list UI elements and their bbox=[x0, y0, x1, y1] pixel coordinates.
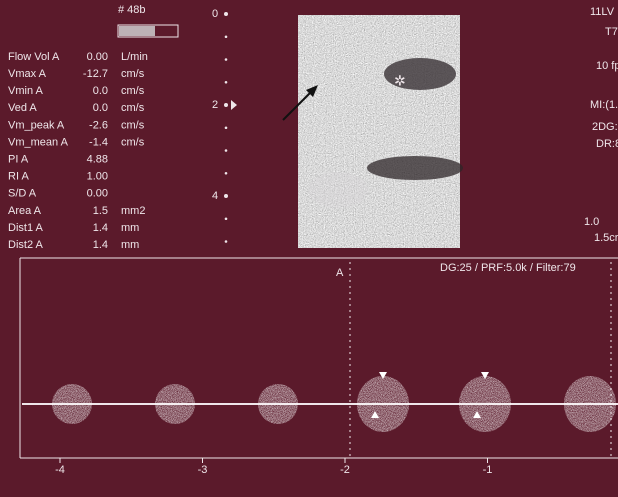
bright-area bbox=[308, 172, 368, 208]
measure-unit: cm/s bbox=[121, 119, 145, 131]
measure-unit: mm2 bbox=[121, 205, 145, 217]
measure-label: Vmax A bbox=[8, 68, 47, 80]
setting-label: 11LV bbox=[590, 6, 615, 18]
b-mode-image: ✲ bbox=[283, 15, 463, 248]
image-id: # 48b bbox=[118, 4, 146, 16]
measure-value: 0.0 bbox=[93, 102, 108, 114]
measure-value: 4.88 bbox=[87, 154, 108, 166]
depth-tick bbox=[225, 35, 228, 38]
measure-value: -1.4 bbox=[89, 136, 108, 148]
depth-tick bbox=[225, 104, 228, 107]
measure-label: S/D A bbox=[8, 188, 37, 200]
spectral-burst bbox=[357, 376, 409, 432]
time-label: -4 bbox=[55, 464, 65, 476]
measure-value: 0.00 bbox=[87, 51, 108, 63]
measure-unit: cm/s bbox=[121, 136, 145, 148]
gain-fill bbox=[119, 26, 155, 36]
spectral-burst bbox=[258, 384, 298, 424]
measure-value: 1.4 bbox=[93, 222, 108, 234]
measure-unit: mm bbox=[121, 239, 139, 251]
page: { "header": {"id": "# 48b"}, "measuremen… bbox=[0, 0, 618, 497]
doppler-settings: DG:25 / PRF:5.0k / Filter:79 bbox=[440, 262, 576, 274]
setting-label: 1.5cr bbox=[594, 232, 618, 244]
measure-label: Ved A bbox=[8, 102, 37, 114]
setting-label: DR:8 bbox=[596, 138, 618, 150]
ultrasound-screen: ✲ # 48b Flow Vol A0.00L/minVmax A-12.7cm… bbox=[0, 0, 618, 497]
setting-label: 2DG:8 bbox=[592, 121, 618, 133]
depth-label: 4 bbox=[212, 190, 218, 202]
depth-tick bbox=[225, 13, 228, 16]
depth-tick bbox=[225, 58, 228, 61]
setting-label: MI:(1. bbox=[590, 99, 618, 111]
speckle-field bbox=[298, 15, 460, 248]
setting-label: 1.0 bbox=[584, 216, 599, 228]
setting-label: 10 fp bbox=[596, 60, 618, 72]
measure-label: RI A bbox=[8, 171, 29, 183]
measure-unit: mm bbox=[121, 222, 139, 234]
depth-tick bbox=[225, 149, 228, 152]
depth-tick bbox=[225, 126, 228, 129]
depth-tick bbox=[225, 81, 228, 84]
measure-unit: cm/s bbox=[121, 85, 145, 97]
depth-tick bbox=[225, 172, 228, 175]
measure-value: -12.7 bbox=[83, 68, 108, 80]
structure bbox=[367, 156, 463, 180]
setting-label: T7 bbox=[605, 26, 618, 38]
measure-label: Flow Vol A bbox=[8, 51, 60, 63]
measure-value: 1.5 bbox=[93, 205, 108, 217]
measure-label: Vm_mean A bbox=[8, 136, 69, 148]
measure-unit: cm/s bbox=[121, 102, 145, 114]
measure-label: Vmin A bbox=[8, 85, 44, 97]
measure-label: Dist2 A bbox=[8, 239, 44, 251]
time-label: -1 bbox=[483, 464, 493, 476]
measure-label: Vm_peak A bbox=[8, 119, 65, 131]
measure-value: 0.00 bbox=[87, 188, 108, 200]
caliper-marker: ✲ bbox=[394, 73, 406, 89]
measure-value: 0.0 bbox=[93, 85, 108, 97]
measure-label: Dist1 A bbox=[8, 222, 44, 234]
measure-value: -2.6 bbox=[89, 119, 108, 131]
spectral-burst bbox=[459, 376, 511, 432]
measure-label: PI A bbox=[8, 154, 29, 166]
spectral-burst bbox=[564, 376, 616, 432]
measure-value: 1.00 bbox=[87, 171, 108, 183]
measure-value: 1.4 bbox=[93, 239, 108, 251]
depth-label: 2 bbox=[212, 99, 218, 111]
spectral-burst bbox=[155, 384, 195, 424]
measure-unit: L/min bbox=[121, 51, 148, 63]
spectral-burst bbox=[52, 384, 92, 424]
measure-unit: cm/s bbox=[121, 68, 145, 80]
time-label: -3 bbox=[198, 464, 208, 476]
time-label: -2 bbox=[340, 464, 350, 476]
depth-tick bbox=[225, 217, 228, 220]
depth-tick bbox=[225, 195, 228, 198]
measure-label: Area A bbox=[8, 205, 42, 217]
gate-label: A bbox=[336, 267, 344, 279]
depth-tick bbox=[225, 240, 228, 243]
depth-label: 0 bbox=[212, 8, 218, 20]
